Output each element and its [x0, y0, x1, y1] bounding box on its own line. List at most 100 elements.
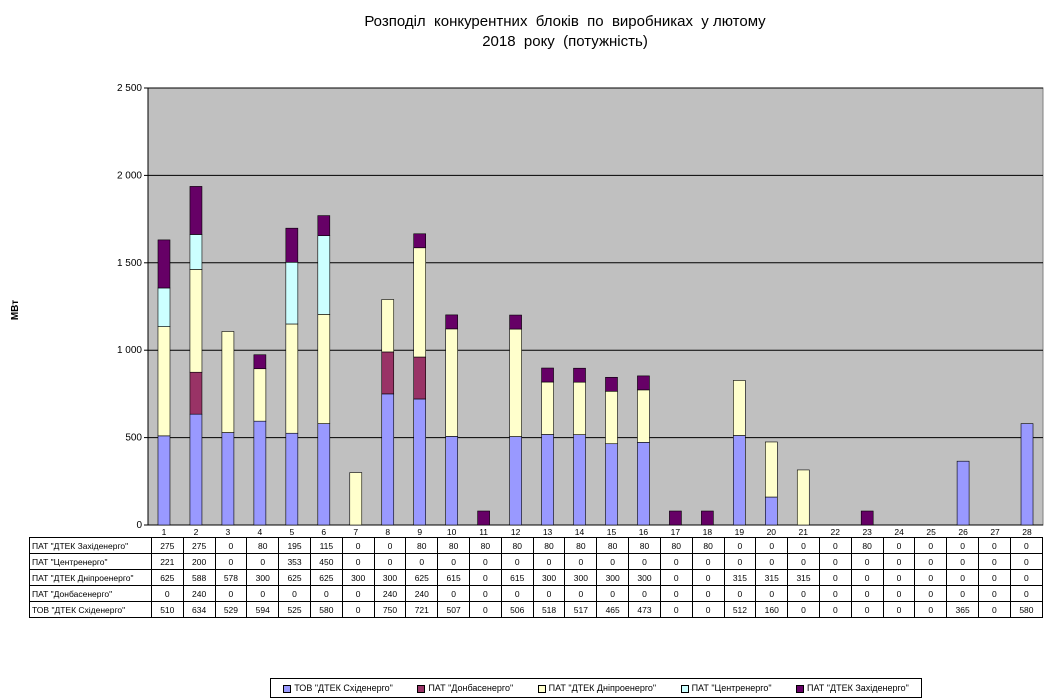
table-cell: 0: [882, 601, 916, 618]
bar-segment: [253, 354, 267, 370]
x-tick-label: 10: [447, 527, 457, 537]
table-cell: 0: [532, 553, 566, 570]
bar-segment: [317, 314, 331, 424]
table-cell: 240: [373, 585, 407, 602]
x-tick-label: 23: [862, 527, 872, 537]
table-cell: 0: [437, 553, 470, 570]
table-cell: 0: [818, 537, 852, 554]
table-cell: 0: [373, 537, 407, 554]
y-tick-label: 500: [125, 433, 142, 444]
table-cell: 507: [437, 601, 470, 618]
y-tick-label: 1 500: [117, 258, 142, 269]
legend-label: ПАТ "Донбасенерго": [428, 683, 514, 693]
chart-title-line-1: Розподіл конкурентних блоків по виробник…: [364, 13, 766, 30]
x-tick-label: 13: [543, 527, 553, 537]
x-tick-label: 9: [417, 527, 422, 537]
table-cell: 0: [596, 585, 630, 602]
table-cell: 0: [818, 569, 852, 586]
table-cell: 0: [596, 553, 630, 570]
table-cell: 0: [1009, 537, 1044, 554]
bar-segment: [541, 381, 554, 435]
bar-segment: [701, 510, 714, 526]
data-table: ПАТ "ДТЕК Західенерго" 275 275 0 80 195 115 0 0 8…: [29, 537, 1044, 618]
table-cell: 615: [500, 569, 534, 586]
table-cell: 0: [564, 585, 598, 602]
table-cell: 517: [564, 601, 598, 618]
table-cell: 0: [882, 537, 916, 554]
table-cell: 0: [691, 601, 725, 618]
table-cell: 0: [500, 585, 534, 602]
table-row: ПАТ "ДТЕК Дніпроенерго" 625 588 578 300 625 62…: [29, 569, 1044, 586]
table-cell: 240: [182, 585, 216, 602]
bar-segment: [669, 510, 682, 526]
bar-segment: [413, 356, 426, 400]
table-cell: 0: [500, 553, 534, 570]
table-cell: 0: [882, 553, 916, 570]
table-cell: 0: [850, 585, 884, 602]
x-tick-label: 2: [194, 527, 199, 537]
bar-segment: [956, 460, 970, 526]
table-cell: 512: [723, 601, 757, 618]
bar-segment: [189, 371, 203, 415]
x-tick-label: 7: [353, 527, 358, 537]
table-cell: 580: [309, 601, 343, 618]
table-row: ПАТ "Донбасенерго" 0 240 0 0 0 0 0 240 240 0 0 0 0 0 0 0…: [29, 585, 1044, 602]
table-cell: 0: [914, 537, 948, 554]
legend-item: ТОВ "ДТЕК Східенерго": [283, 683, 393, 693]
table-cell: 0: [914, 553, 948, 570]
table-cell: 0: [723, 537, 757, 554]
table-row-label: ПАТ "Донбасенерго": [29, 585, 152, 602]
table-cell: 300: [596, 569, 630, 586]
table-cell: 365: [946, 601, 979, 618]
table-cell: 0: [818, 601, 852, 618]
x-tick-label: 14: [575, 527, 585, 537]
legend-label: ТОВ "ДТЕК Східенерго": [294, 683, 393, 693]
table-cell: 529: [214, 601, 248, 618]
table-cell: 0: [787, 537, 820, 554]
bar-segment: [285, 432, 299, 526]
table-cell: 315: [787, 569, 820, 586]
table-cell: 0: [469, 569, 502, 586]
legend-item: ПАТ "Центренерго": [680, 683, 772, 693]
table-cell: 506: [500, 601, 534, 618]
table-cell: 0: [469, 553, 502, 570]
bar-segment: [477, 510, 490, 526]
table-cell: 0: [246, 585, 280, 602]
y-tick-label: 1 000: [117, 345, 142, 356]
table-cell: 80: [596, 537, 630, 554]
bar-segment: [1020, 423, 1034, 526]
x-tick-label: 16: [639, 527, 649, 537]
legend-label: ПАТ "ДТЕК Західенерго": [807, 683, 909, 693]
legend-label: ПАТ "ДТЕК Дніпроенерго": [548, 683, 657, 693]
table-row-label: ПАТ "ДТЕК Західенерго": [29, 537, 152, 554]
x-tick-label: 22: [830, 527, 840, 537]
x-tick-label: 1: [162, 527, 167, 537]
table-cell: 588: [182, 569, 216, 586]
table-cell: 0: [1009, 585, 1044, 602]
table-cell: 525: [278, 601, 311, 618]
table-cell: 0: [946, 569, 979, 586]
x-tick-label: 26: [958, 527, 968, 537]
table-cell: 465: [596, 601, 630, 618]
table-cell: 0: [882, 585, 916, 602]
table-cell: 0: [214, 585, 248, 602]
bar-segment: [413, 233, 426, 249]
table-cell: 0: [723, 553, 757, 570]
y-tick-label: 0: [136, 520, 142, 531]
table-cell: 0: [659, 569, 693, 586]
table-cell: 80: [246, 537, 280, 554]
table-cell: 0: [755, 553, 789, 570]
bar-segment: [381, 351, 395, 395]
table-cell: 518: [532, 601, 566, 618]
table-cell: 0: [755, 585, 789, 602]
chart-title: Розподіл конкурентних блоків по виробник…: [0, 12, 1055, 52]
legend-item: ПАТ "ДТЕК Дніпроенерго": [537, 683, 657, 693]
table-cell: 0: [946, 585, 979, 602]
table-cell: 160: [755, 601, 789, 618]
bar-segment: [637, 375, 650, 391]
legend-swatch: [680, 684, 689, 693]
legend: ТОВ "ДТЕК Східенерго" ПАТ "Донбасенерго" П…: [270, 678, 922, 698]
table-cell: 594: [246, 601, 280, 618]
x-tick-label: 27: [990, 527, 1000, 537]
